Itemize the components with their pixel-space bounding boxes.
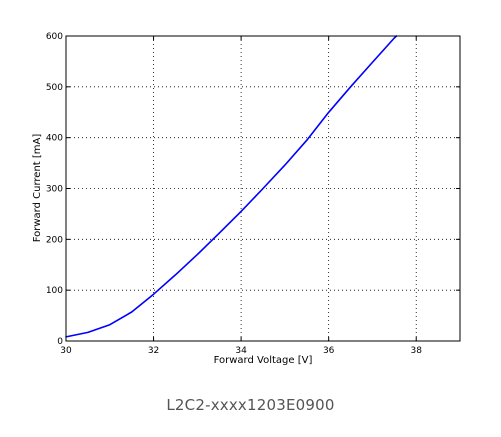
- chart-svg: 30 32 34 36 38 0 100 200 300 400 500 600 Forward V…: [32, 32, 461, 366]
- x-tick-label: 36: [323, 346, 335, 356]
- grid-lines: [66, 36, 460, 341]
- x-tick-label: 30: [60, 346, 72, 356]
- y-tick-label: 400: [46, 134, 63, 144]
- y-tick-label: 200: [46, 235, 63, 245]
- y-tick-label: 300: [46, 185, 63, 195]
- series-line: [65, 35, 398, 338]
- tick-marks: [65, 35, 460, 342]
- y-tick-label: 0: [57, 337, 63, 347]
- y-tick-label: 600: [46, 32, 63, 42]
- series-layer: [65, 35, 398, 338]
- chart: 30 32 34 36 38 0 100 200 300 400 500 600 Forward V…: [32, 32, 461, 366]
- x-tick-label: 32: [148, 346, 159, 356]
- chart-caption: L2C2-xxxx1203E0900: [166, 396, 335, 414]
- y-axis-label: Forward Current [mA]: [32, 134, 43, 243]
- y-tick-label: 500: [46, 83, 63, 93]
- x-axis-label: Forward Voltage [V]: [214, 355, 313, 366]
- x-tick-label: 38: [410, 346, 422, 356]
- x-tick-labels: 30 32 34 36 38: [60, 346, 422, 356]
- y-tick-label: 100: [46, 286, 63, 296]
- y-tick-labels: 0 100 200 300 400 500 600: [46, 32, 63, 347]
- x-tick-label: 34: [235, 346, 247, 356]
